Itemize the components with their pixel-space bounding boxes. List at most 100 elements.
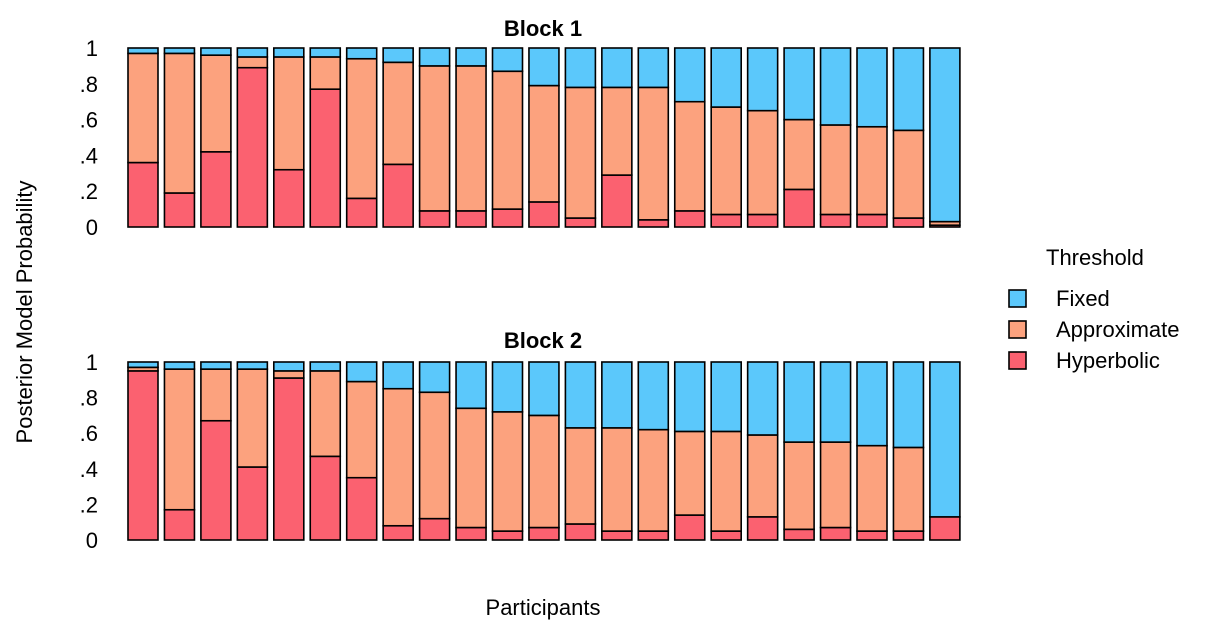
bar-segment-fixed [601, 47, 633, 89]
bar-segment-approximate [673, 100, 706, 212]
bar-segment-approximate [309, 56, 342, 90]
bar-segment-hyperbolic [272, 168, 305, 228]
bar-segment-fixed [528, 47, 560, 87]
bar-segment-hyperbolic [455, 210, 487, 228]
bar-segment-fixed [528, 361, 560, 417]
legend-swatch-approximate [1008, 320, 1027, 339]
bar-segment-approximate [236, 56, 269, 69]
bar-segment-approximate [455, 65, 487, 212]
bar-segment-hyperbolic [163, 508, 196, 541]
bar-segment-fixed [783, 47, 815, 121]
bar-segment-hyperbolic [418, 517, 451, 541]
bar-segment-hyperbolic [819, 213, 852, 228]
bar-segment-fixed [309, 361, 342, 372]
bar-segment-hyperbolic [127, 370, 159, 541]
y-tick-label: .8 [80, 72, 98, 97]
bar-segment-hyperbolic [382, 524, 414, 541]
bar-segment-fixed [856, 361, 888, 447]
bar-segment-hyperbolic [491, 208, 524, 228]
bar-segment-hyperbolic [418, 210, 451, 228]
bar-segment-hyperbolic [637, 530, 670, 541]
bar-segment-hyperbolic [710, 213, 743, 228]
bar-segment-approximate [783, 441, 815, 531]
bar-segment-approximate [272, 370, 305, 379]
bar-segment-approximate [819, 441, 852, 529]
y-axis-label: Posterior Model Probability [12, 181, 37, 444]
bar-segment-hyperbolic [673, 210, 706, 228]
bar-segment-approximate [710, 430, 743, 532]
bar-segment-hyperbolic [491, 530, 524, 541]
bar-segment-fixed [163, 361, 196, 370]
y-tick-label: 1 [86, 350, 98, 375]
y-tick-label: .4 [80, 457, 98, 482]
bar-segment-fixed [200, 361, 232, 370]
bar-segment-fixed [272, 361, 305, 372]
bar-segment-approximate [491, 70, 524, 210]
bar-segment-approximate [345, 57, 378, 200]
bar-segment-approximate [673, 430, 706, 516]
bar-segment-approximate [892, 129, 925, 219]
bar-segment-approximate [746, 109, 779, 216]
bar-segment-hyperbolic [455, 526, 487, 541]
bar-segment-fixed [601, 361, 633, 429]
bar-segment-approximate [491, 411, 524, 532]
bar-segment-hyperbolic [163, 192, 196, 228]
bar-segment-fixed [564, 361, 597, 429]
y-tick-label: .2 [80, 492, 98, 517]
bar-segment-approximate [200, 368, 232, 422]
bar-segment-hyperbolic [929, 516, 961, 541]
panel-title: Block 1 [504, 16, 582, 41]
bar-segment-approximate [382, 61, 414, 166]
bar-segment-fixed [491, 361, 524, 413]
bar-segment-hyperbolic [601, 530, 633, 541]
bar-segment-hyperbolic [783, 528, 815, 541]
legend-swatch-hyperbolic [1008, 351, 1027, 370]
bar-segment-approximate [856, 444, 888, 532]
y-tick-label: .6 [80, 108, 98, 133]
bar-segment-hyperbolic [127, 161, 159, 228]
bar-segment-approximate [455, 407, 487, 529]
panel-1: Block 1 0 .2 .4 .6 .8 1 [80, 16, 961, 240]
panel-2: Block 2 0 .2 .4 .6 .8 1 [80, 328, 961, 553]
bar-segment-approximate [710, 106, 743, 216]
bar-segment-hyperbolic [272, 377, 305, 541]
bar-segment-approximate [637, 86, 670, 221]
x-axis-label: Participants [486, 595, 601, 620]
bar-segment-fixed [418, 361, 451, 394]
bar-segment-fixed [455, 47, 487, 67]
bar-segment-fixed [819, 47, 852, 126]
bar-segment-fixed [929, 361, 961, 518]
y-tick-label: .6 [80, 421, 98, 446]
bar-segment-fixed [892, 47, 925, 132]
legend-title: Threshold [1046, 245, 1144, 270]
bar-segment-fixed [491, 47, 524, 73]
bar-segment-fixed [345, 361, 378, 383]
bar-segment-fixed [236, 361, 269, 370]
bar-segment-hyperbolic [236, 66, 269, 228]
bar-segment-fixed [382, 361, 414, 390]
bar-segment-hyperbolic [892, 217, 925, 228]
bar-segment-hyperbolic [673, 514, 706, 541]
bar-segment-approximate [345, 380, 378, 479]
bar-segment-fixed [564, 47, 597, 89]
bar-segment-hyperbolic [856, 530, 888, 541]
bar-segment-fixed [455, 361, 487, 410]
bar-segment-hyperbolic [236, 466, 269, 541]
bar-segment-hyperbolic [637, 219, 670, 228]
bar-segment-approximate [163, 368, 196, 511]
bar-segment-fixed [856, 47, 888, 128]
bar-segment-approximate [418, 391, 451, 520]
bar-segment-fixed [637, 47, 670, 89]
bar-segment-fixed [892, 361, 925, 449]
bar-segment-hyperbolic [309, 455, 342, 541]
legend: Threshold Fixed Approximate Hyperbolic [1008, 245, 1180, 373]
panel-title: Block 2 [504, 328, 582, 353]
bar-segment-approximate [309, 370, 342, 458]
bar-segment-approximate [528, 84, 560, 203]
panels-group: Block 1 0 .2 .4 .6 .8 1 Block 2 0 .2 .4 .6 .8 1 [80, 16, 961, 553]
bar-segment-hyperbolic [528, 201, 560, 228]
bar-segment-fixed [418, 47, 451, 67]
bar-segment-fixed [272, 47, 305, 58]
bar-segment-fixed [783, 361, 815, 443]
